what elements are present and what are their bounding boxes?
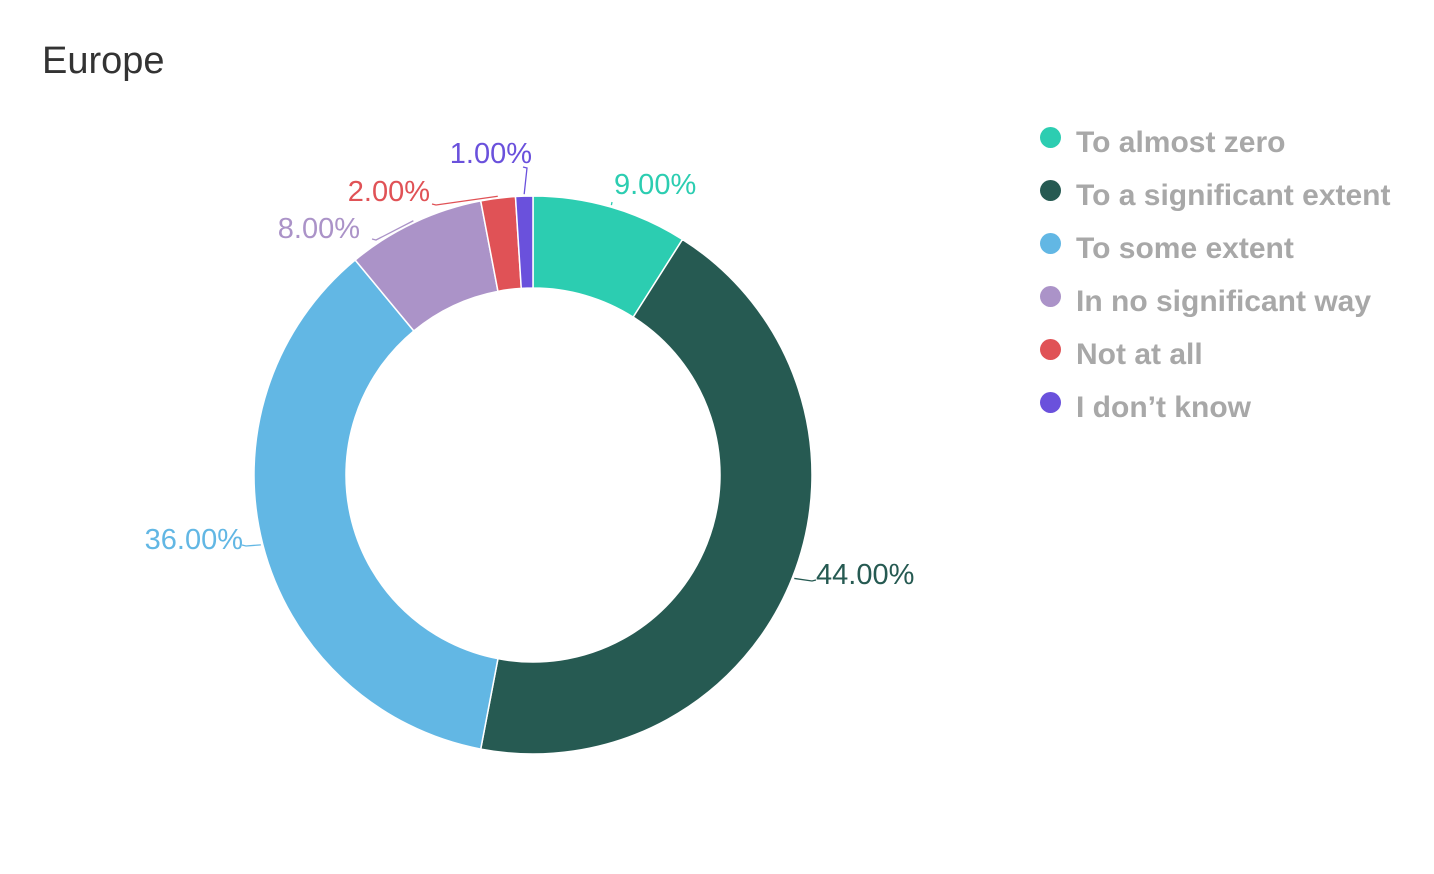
- chart-title: Europe: [42, 40, 165, 82]
- legend-swatch: [1040, 286, 1061, 307]
- legend-label: I don’t know: [1076, 391, 1251, 424]
- legend-swatch: [1040, 180, 1061, 201]
- slice-to-some-extent: [253, 258, 499, 750]
- data-label-to-a-significant-extent: 44.00%: [816, 559, 914, 591]
- legend: To almost zero To a significant extent To …: [1036, 124, 1416, 442]
- slice-i-don-t-know: [514, 195, 534, 290]
- legend-swatch: [1040, 127, 1061, 148]
- legend-label: Not at all: [1076, 338, 1203, 371]
- legend-item-to-almost-zero: To almost zero: [1036, 124, 1416, 162]
- slice-to-a-significant-extent: [479, 238, 813, 755]
- legend-label: To a significant extent: [1076, 179, 1391, 212]
- data-label-to-almost-zero: 9.00%: [614, 169, 696, 201]
- legend-item-to-some-extent: To some extent: [1036, 230, 1416, 268]
- legend-swatch: [1040, 339, 1061, 360]
- leader-line-to-almost-zero: [610, 201, 613, 206]
- leader-line-to-some-extent: [241, 544, 261, 547]
- legend-label: In no significant way: [1076, 285, 1372, 318]
- legend-swatch: [1040, 233, 1061, 254]
- data-label-in-no-significant-way: 8.00%: [278, 213, 360, 245]
- leader-line-i-don-t-know: [522, 166, 528, 195]
- data-label-not-at-all: 2.00%: [348, 176, 430, 208]
- leader-line-not-at-all: [431, 195, 498, 206]
- legend-item-in-no-significant-way: In no significant way: [1036, 283, 1416, 321]
- legend-item-to-a-significant-extent: To a significant extent: [1036, 177, 1416, 215]
- data-label-to-some-extent: 36.00%: [145, 524, 243, 556]
- legend-item-i-don-t-know: I don’t know: [1036, 389, 1416, 427]
- legend-swatch: [1040, 392, 1061, 413]
- leader-line-to-a-significant-extent: [794, 577, 817, 582]
- legend-label: To almost zero: [1076, 126, 1286, 159]
- data-label-i-don-t-know: 1.00%: [450, 138, 532, 170]
- legend-item-not-at-all: Not at all: [1036, 336, 1416, 374]
- leader-line-in-no-significant-way: [371, 220, 414, 241]
- legend-label: To some extent: [1076, 232, 1294, 265]
